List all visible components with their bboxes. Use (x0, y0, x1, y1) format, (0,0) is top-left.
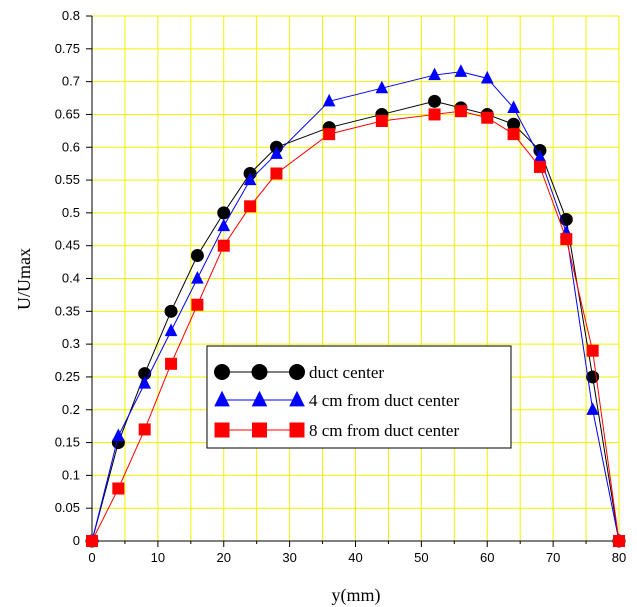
series-square (86, 105, 625, 547)
y-tick-label: 0.6 (62, 139, 80, 154)
x-tick-label: 30 (282, 550, 296, 565)
axes: 0 10 20 30 40 50 60 70 80 0 0.05 0.1 0.15 0.2 0.25 0.3 0… (55, 8, 627, 565)
y-tick-label: 0.35 (55, 303, 80, 318)
data-point-triangle (507, 100, 520, 113)
data-point-square (375, 115, 388, 127)
legend-entry: 4 cm from duct center (214, 390, 459, 410)
x-tick-label: 10 (151, 550, 165, 565)
y-tick-label: 0.15 (55, 435, 80, 450)
data-point-square (217, 239, 230, 252)
legend: duct center 4 cm from duct center 8 cm fro… (206, 345, 512, 449)
x-tick-label: 0 (88, 550, 95, 565)
data-point-square (191, 298, 204, 311)
y-tick-label: 0.5 (62, 205, 80, 220)
y-tick-label: 0.45 (55, 238, 80, 253)
data-point-triangle (164, 323, 178, 337)
data-point-triangle (138, 376, 152, 389)
data-point-square (138, 423, 151, 436)
data-point-circle (289, 364, 305, 380)
legend-entry: 8 cm from duct center (214, 421, 459, 440)
data-point-square (214, 422, 230, 438)
data-point-square (613, 535, 625, 547)
x-tick-label: 50 (414, 550, 428, 565)
y-tick-label: 0.75 (55, 41, 80, 56)
series-group (85, 64, 626, 548)
y-tick-label: 0.4 (62, 271, 80, 286)
data-point-circle (190, 249, 204, 263)
x-tick-label: 20 (217, 550, 231, 565)
data-point-circle (164, 304, 178, 318)
data-point-square (323, 128, 336, 141)
data-point-square (560, 233, 573, 246)
y-axis-title: U/Umax (14, 248, 34, 310)
data-point-triangle (586, 402, 599, 415)
data-point-triangle (112, 428, 125, 442)
x-tick-label: 60 (480, 550, 494, 565)
data-point-circle (217, 206, 231, 220)
data-point-square (454, 105, 467, 118)
data-point-triangle (480, 70, 494, 84)
data-point-triangle (191, 271, 204, 284)
x-tick-label: 70 (546, 550, 560, 565)
data-point-square (533, 160, 546, 173)
data-point-square (428, 108, 441, 121)
data-point-triangle (322, 93, 336, 107)
data-point-triangle (375, 80, 389, 94)
data-point-square (270, 167, 283, 180)
data-point-square (586, 344, 599, 357)
data-point-triangle (428, 67, 441, 81)
data-point-triangle (214, 390, 230, 407)
y-tick-label: 0.05 (55, 500, 80, 515)
y-tick-label: 0.3 (62, 336, 80, 351)
data-point-triangle (454, 64, 468, 77)
data-point-triangle (243, 172, 257, 186)
data-point-square (86, 535, 98, 547)
data-point-square (507, 128, 520, 141)
data-point-square (165, 357, 178, 370)
y-tick-label: 0.1 (62, 467, 80, 482)
data-point-circle (251, 364, 268, 380)
legend-entry: duct center (214, 363, 384, 382)
data-point-square (112, 482, 125, 495)
data-point-triangle (217, 218, 231, 232)
series-line (91, 110, 620, 542)
y-tick-label: 0.7 (62, 74, 80, 89)
data-point-square (244, 200, 257, 213)
x-tick-label: 40 (348, 550, 362, 565)
y-tick-label: 0.55 (55, 172, 80, 187)
data-point-triangle (251, 390, 268, 407)
y-tick-label: 0.25 (55, 369, 80, 384)
legend-label: 4 cm from duct center (309, 391, 459, 410)
x-tick-label: 80 (612, 550, 626, 565)
legend-label: duct center (309, 363, 384, 382)
data-point-triangle (289, 390, 305, 407)
y-tick-label: 0.65 (55, 106, 80, 121)
data-point-triangle (270, 146, 283, 159)
data-point-square (289, 422, 305, 438)
data-point-circle (214, 364, 230, 380)
data-point-square (481, 111, 494, 124)
x-axis-title: y(mm) (332, 585, 381, 606)
y-tick-label: 0.8 (62, 8, 80, 23)
y-tick-label: 0.2 (62, 402, 80, 417)
data-point-circle (428, 94, 442, 108)
y-tick-label: 0 (73, 533, 80, 548)
legend-label: 8 cm from duct center (309, 421, 459, 440)
data-point-square (252, 422, 267, 438)
